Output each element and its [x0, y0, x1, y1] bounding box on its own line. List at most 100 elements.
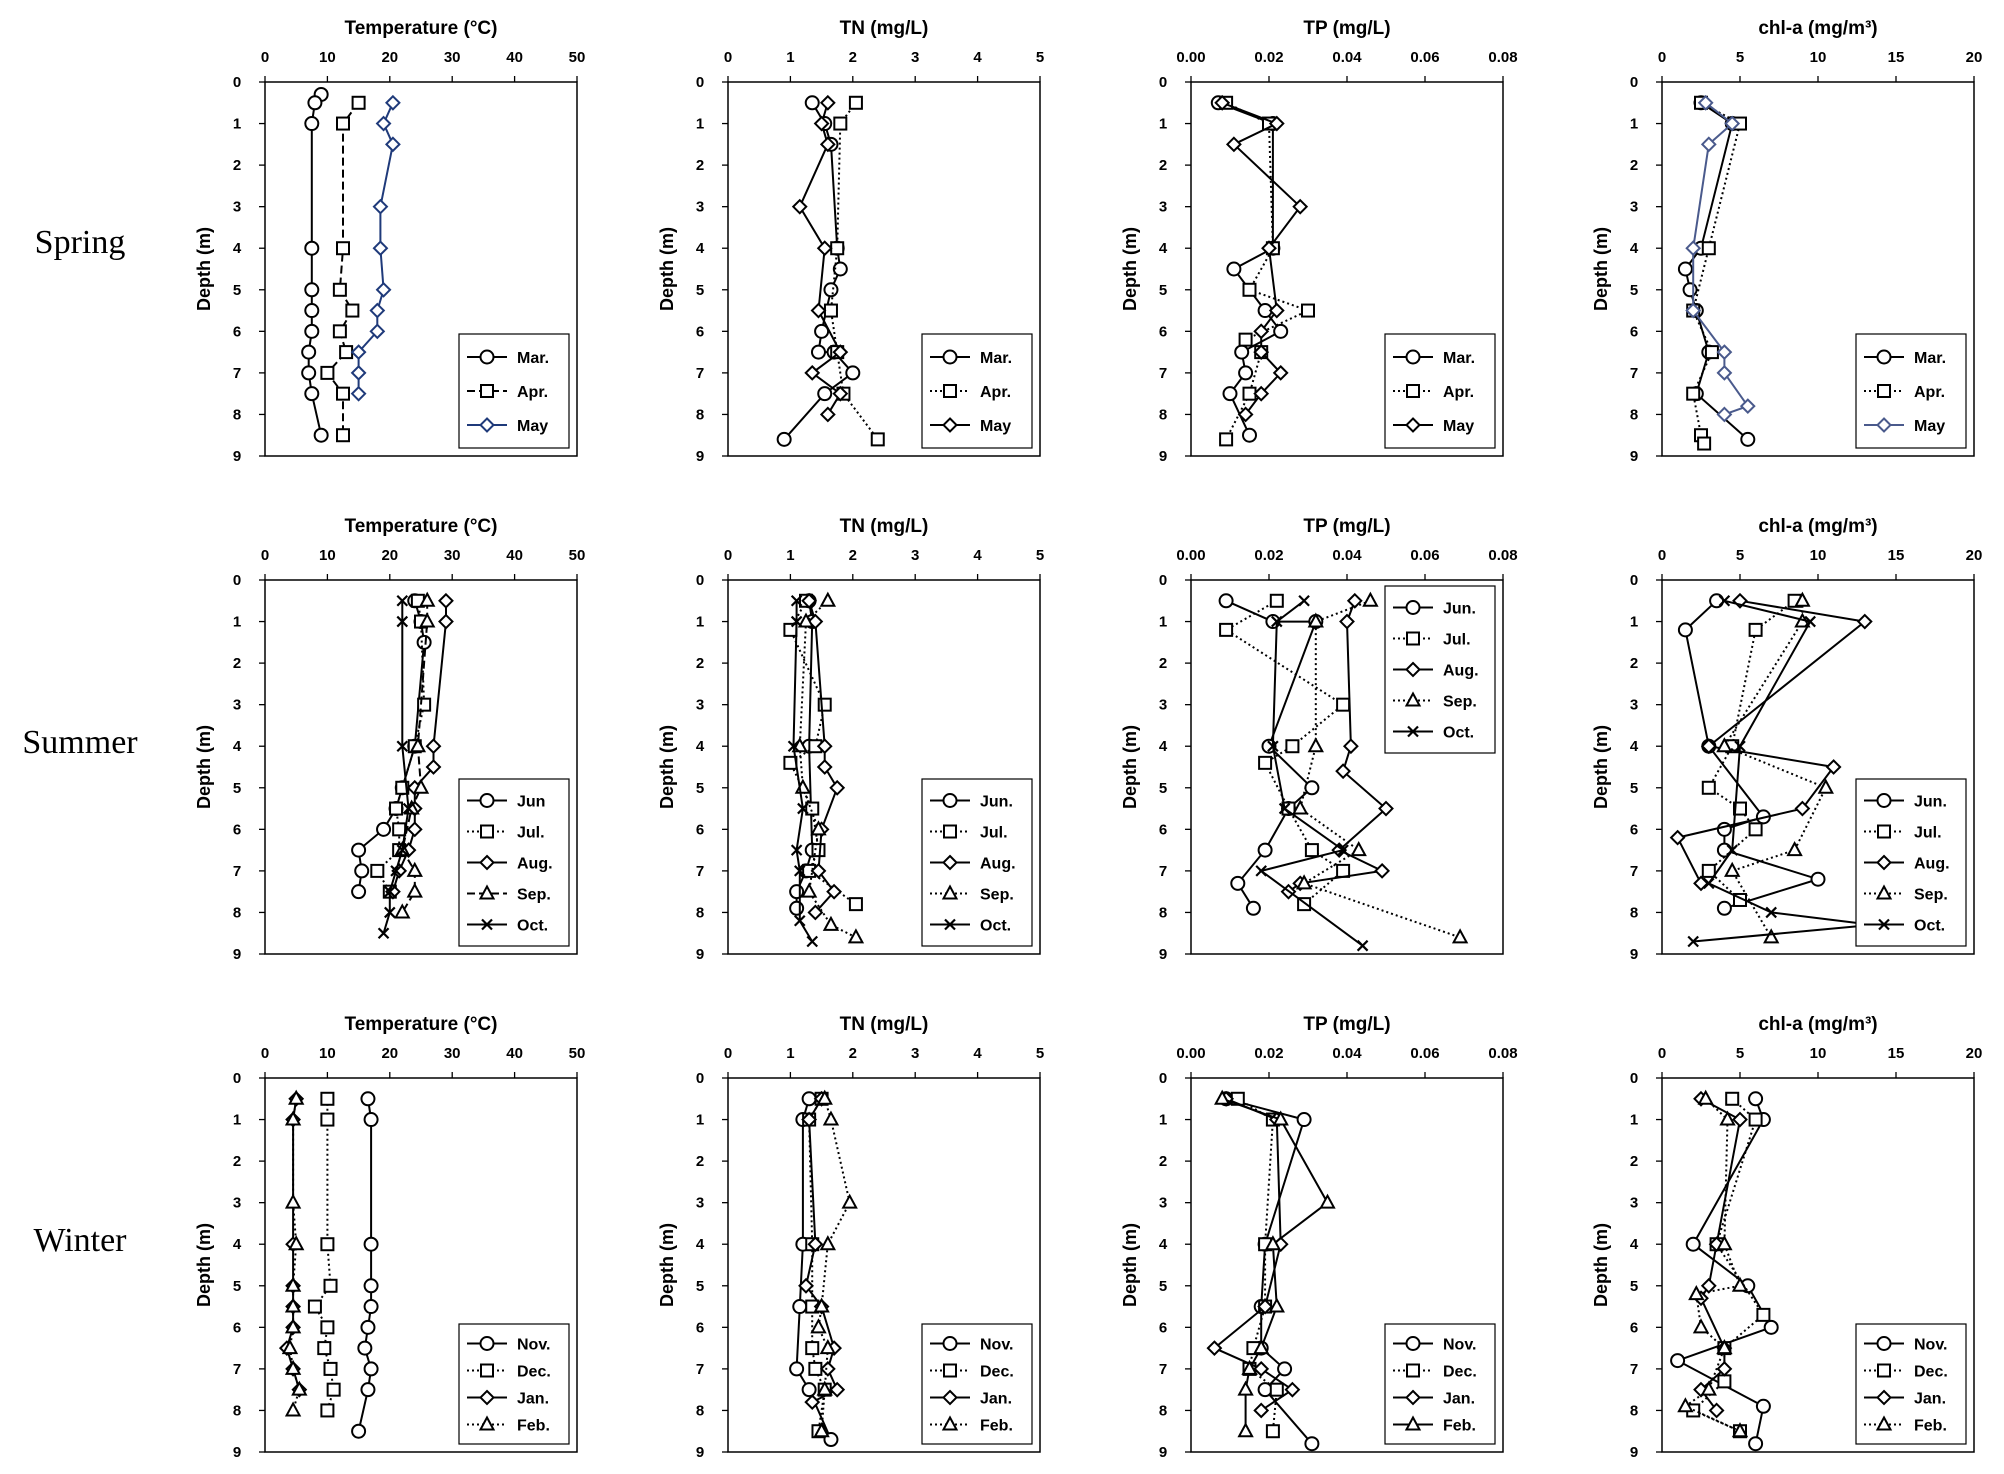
- x-tick-label: 30: [444, 547, 461, 564]
- data-point: [419, 612, 436, 628]
- series-line: [1707, 599, 1796, 901]
- data-point: [363, 1112, 379, 1128]
- data-point: [1755, 1398, 1771, 1414]
- y-tick-label: 4: [1159, 240, 1168, 257]
- x-tick-label: 10: [319, 49, 336, 66]
- legend-marker: [942, 854, 958, 871]
- data-point: [819, 136, 836, 153]
- data-point: [301, 365, 317, 381]
- x-tick-label: 0.08: [1488, 1045, 1517, 1062]
- y-tick-label: 0: [1159, 572, 1167, 589]
- data-point: [1717, 1374, 1732, 1389]
- data-point: [1697, 1089, 1714, 1105]
- data-point: [396, 740, 409, 752]
- data-point: [804, 1394, 821, 1411]
- y-tick-label: 5: [233, 780, 241, 797]
- legend-marker: [480, 1363, 494, 1378]
- series-may: [350, 94, 401, 402]
- data-point: [1219, 432, 1234, 447]
- x-tick-label: 5: [1736, 547, 1744, 564]
- series-line: [391, 600, 447, 892]
- data-point: [351, 1423, 367, 1439]
- y-axis-label: Depth (m): [1591, 1223, 1611, 1307]
- data-point: [1238, 332, 1253, 347]
- data-point: [304, 303, 320, 319]
- legend-marker: [1876, 1336, 1892, 1351]
- y-tick-label: 3: [233, 697, 241, 714]
- data-point: [1277, 1361, 1293, 1377]
- data-point: [1716, 1235, 1733, 1251]
- series-line: [1217, 101, 1283, 436]
- series-jul: [1219, 593, 1351, 912]
- data-point: [1356, 939, 1369, 952]
- legend-marker: [1876, 1389, 1892, 1406]
- legend-label: Sep.: [1914, 887, 1948, 904]
- data-point: [402, 802, 415, 815]
- legend-box: [921, 333, 1033, 449]
- series-line: [792, 600, 814, 943]
- data-point: [814, 323, 830, 339]
- x-tick-label: 5: [1036, 1045, 1044, 1062]
- y-tick-label: 8: [233, 1402, 241, 1419]
- data-point: [1716, 364, 1733, 381]
- x-tick-label: 0.00: [1176, 49, 1205, 66]
- legend-marker: [479, 417, 495, 433]
- y-tick-label: 8: [1159, 1402, 1167, 1419]
- data-point: [1733, 801, 1747, 816]
- legend-box: [921, 1323, 1033, 1445]
- y-axis-label: Depth (m): [194, 725, 214, 809]
- legend-label: Apr.: [1443, 384, 1474, 401]
- data-point: [1677, 261, 1693, 277]
- y-tick-label: 2: [1630, 655, 1638, 672]
- data-point: [1716, 1360, 1733, 1377]
- y-tick-label: 1: [696, 614, 704, 631]
- data-point: [832, 344, 849, 361]
- data-point: [819, 406, 836, 423]
- data-point: [351, 95, 366, 110]
- y-tick-label: 4: [1159, 738, 1168, 755]
- data-point: [1716, 406, 1733, 423]
- x-tick-label: 50: [569, 49, 586, 66]
- legend: Nov. Dec. Jan. Feb.: [921, 1323, 1033, 1445]
- x-tick-label: 0.02: [1254, 1045, 1283, 1062]
- legend-label: Jun.: [980, 794, 1013, 811]
- data-point: [406, 861, 423, 877]
- x-tick-label: 20: [381, 1045, 398, 1062]
- legend-label: Jul.: [1443, 632, 1471, 649]
- data-point: [1687, 935, 1699, 948]
- x-tick-label: 5: [1736, 49, 1744, 66]
- legend: Nov. Dec. Jan. Feb.: [458, 1323, 570, 1445]
- data-point: [1670, 1353, 1686, 1369]
- series-line: [798, 600, 857, 939]
- legend-marker: [1877, 384, 1891, 398]
- data-point: [363, 1278, 379, 1294]
- data-point: [847, 928, 865, 944]
- data-point: [350, 385, 367, 402]
- x-tick-label: 0: [261, 49, 269, 66]
- x-tick-label: 10: [319, 1045, 336, 1062]
- series-line: [1237, 1097, 1278, 1432]
- data-point: [1269, 593, 1284, 608]
- series-line: [798, 102, 842, 415]
- data-point: [783, 622, 798, 637]
- data-point: [845, 365, 861, 381]
- data-point: [801, 1091, 817, 1107]
- series-line: [326, 102, 360, 436]
- y-tick-label: 1: [1630, 1112, 1638, 1129]
- data-point: [1319, 1193, 1336, 1209]
- y-axis-label: Depth (m): [1120, 725, 1140, 809]
- x-tick-label: 15: [1888, 547, 1905, 564]
- data-point: [1253, 1339, 1270, 1355]
- data-point: [1271, 615, 1283, 628]
- legend-marker: [1405, 1389, 1421, 1406]
- data-point: [1219, 622, 1234, 637]
- legend-label: Nov.: [1443, 1337, 1476, 1354]
- data-point: [360, 1382, 376, 1398]
- y-tick-label: 6: [1159, 1319, 1167, 1336]
- legend-label: Mar.: [517, 350, 549, 367]
- data-point: [1222, 386, 1238, 402]
- data-point: [1677, 622, 1693, 638]
- data-point: [792, 1299, 808, 1315]
- x-tick-label: 0.04: [1332, 1045, 1362, 1062]
- data-point: [394, 903, 411, 919]
